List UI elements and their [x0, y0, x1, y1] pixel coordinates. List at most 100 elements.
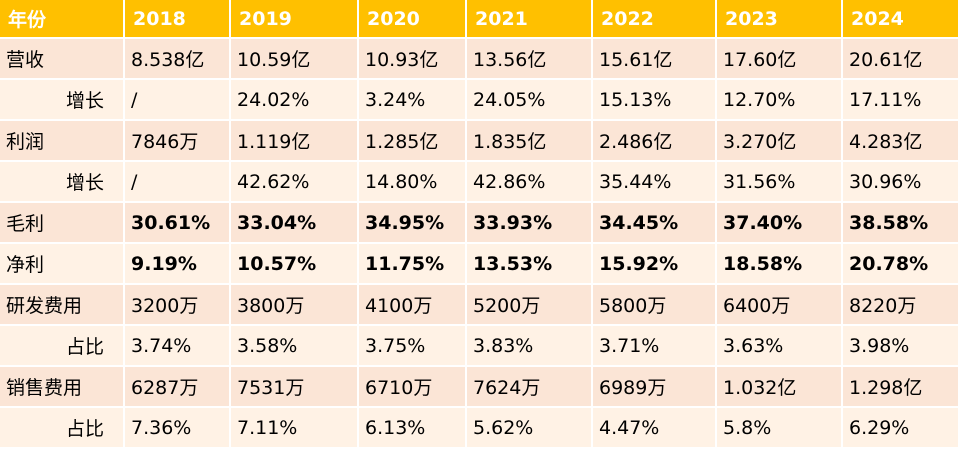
table-cell: 15.13%: [592, 79, 717, 120]
table-cell: 24.02%: [230, 79, 359, 120]
table-cell: 1.835亿: [466, 120, 593, 161]
table-cell: 12.70%: [716, 79, 843, 120]
table-cell: 13.56亿: [466, 38, 593, 79]
table-cell: 6400万: [716, 284, 843, 325]
row-label: 毛利: [0, 202, 125, 243]
table-row: 利润 7846万 1.119亿 1.285亿 1.835亿 2.486亿 3.270亿 4.2…: [0, 120, 959, 161]
header-row: 年份 2018 2019 2020 2021 2022 2023 2024: [0, 0, 959, 38]
table-cell: 24.05%: [466, 79, 593, 120]
row-label: 净利: [0, 243, 125, 284]
table-cell: 3.74%: [124, 325, 231, 366]
table-cell: 42.62%: [230, 161, 359, 202]
year-header: 2020: [358, 0, 467, 38]
table-cell: 3.83%: [466, 325, 593, 366]
table-cell: 5.62%: [466, 407, 593, 448]
table-cell: 6710万: [358, 366, 467, 407]
table-cell: 6287万: [124, 366, 231, 407]
table-cell: 33.04%: [230, 202, 359, 243]
table-cell: 10.57%: [230, 243, 359, 284]
year-header: 2018: [124, 0, 231, 38]
table-cell: 17.60亿: [716, 38, 843, 79]
year-header: 2021: [466, 0, 593, 38]
table-cell: 6.29%: [842, 407, 959, 448]
table-cell: 3.71%: [592, 325, 717, 366]
header-corner: 年份: [0, 0, 125, 38]
table-cell: 5800万: [592, 284, 717, 325]
table-row: 增长/42.62% 14.80% 42.86% 35.44% 31.56% 30.96%: [0, 161, 959, 202]
table-cell: /: [124, 79, 231, 120]
table-row: 毛利 30.61% 33.04% 34.95% 33.93% 34.45% 37.40% 38…: [0, 202, 959, 243]
table-cell: 42.86%: [466, 161, 593, 202]
table-row: 占比 3.74% 3.58% 3.75% 3.83% 3.71% 3.63% 3.98%: [0, 325, 959, 366]
table-cell: 1.298亿: [842, 366, 959, 407]
year-header: 2019: [230, 0, 359, 38]
table-cell: 6.13%: [358, 407, 467, 448]
table-cell: 15.61亿: [592, 38, 717, 79]
table-cell: 3.58%: [230, 325, 359, 366]
table-cell: 3.270亿: [716, 120, 843, 161]
row-label: 增长: [0, 161, 125, 202]
table-cell: 7.11%: [230, 407, 359, 448]
year-header: 2024: [842, 0, 959, 38]
table-cell: 1.032亿: [716, 366, 843, 407]
table-cell: 5.8%: [716, 407, 843, 448]
year-header: 2022: [592, 0, 717, 38]
table-cell: 3.98%: [842, 325, 959, 366]
table-cell: 20.78%: [842, 243, 959, 284]
table-cell: 3800万: [230, 284, 359, 325]
table-cell: 38.58%: [842, 202, 959, 243]
table-cell: 5200万: [466, 284, 593, 325]
table-cell: 7624万: [466, 366, 593, 407]
table-cell: 4.47%: [592, 407, 717, 448]
row-label: 研发费用: [0, 284, 125, 325]
table-cell: 8220万: [842, 284, 959, 325]
table-cell: 4100万: [358, 284, 467, 325]
table-cell: 6989万: [592, 366, 717, 407]
row-label: 占比: [0, 407, 125, 448]
table-cell: 3200万: [124, 284, 231, 325]
table-row: 净利 9.19% 10.57% 11.75% 13.53% 15.92% 18.58% 20.…: [0, 243, 959, 284]
table-cell: 13.53%: [466, 243, 593, 284]
table-cell: 33.93%: [466, 202, 593, 243]
row-label: 营收: [0, 38, 125, 79]
year-header: 2023: [716, 0, 843, 38]
table-cell: 3.75%: [358, 325, 467, 366]
table-cell: 14.80%: [358, 161, 467, 202]
table-cell: 3.24%: [358, 79, 467, 120]
table-row: 占比 7.36% 7.11% 6.13% 5.62% 4.47% 5.8% 6.29%: [0, 407, 959, 448]
table-row: 营收 8.538亿 10.59亿 10.93亿 13.56亿 15.61亿 17.60亿 20…: [0, 38, 959, 79]
table-cell: 8.538亿: [124, 38, 231, 79]
table-cell: 1.285亿: [358, 120, 467, 161]
table-cell: 7.36%: [124, 407, 231, 448]
table-cell: 1.119亿: [230, 120, 359, 161]
table-row: 研发费用 3200万 3800万 4100万 5200万 5800万 6400万 8220万: [0, 284, 959, 325]
table-cell: 37.40%: [716, 202, 843, 243]
table-cell: 18.58%: [716, 243, 843, 284]
table-cell: 17.11%: [842, 79, 959, 120]
table-body: 营收 8.538亿 10.59亿 10.93亿 13.56亿 15.61亿 17.60亿 20…: [0, 38, 959, 448]
table-row: 增长/24.02% 3.24% 24.05% 15.13% 12.70% 17.11%: [0, 79, 959, 120]
table-cell: 10.93亿: [358, 38, 467, 79]
row-label: 利润: [0, 120, 125, 161]
table-cell: 35.44%: [592, 161, 717, 202]
table-cell: 30.61%: [124, 202, 231, 243]
table-row: 销售费用 6287万 7531万 6710万 7624万 6989万 1.032亿 1.298…: [0, 366, 959, 407]
table-cell: 9.19%: [124, 243, 231, 284]
table-cell: 11.75%: [358, 243, 467, 284]
row-label: 增长: [0, 79, 125, 120]
table-cell: 20.61亿: [842, 38, 959, 79]
row-label: 销售费用: [0, 366, 125, 407]
table-cell: 34.95%: [358, 202, 467, 243]
table-cell: 7846万: [124, 120, 231, 161]
table-cell: /: [124, 161, 231, 202]
table-cell: 30.96%: [842, 161, 959, 202]
row-label: 占比: [0, 325, 125, 366]
table-cell: 3.63%: [716, 325, 843, 366]
table-cell: 2.486亿: [592, 120, 717, 161]
table-cell: 34.45%: [592, 202, 717, 243]
table-cell: 4.283亿: [842, 120, 959, 161]
table-cell: 31.56%: [716, 161, 843, 202]
table-cell: 7531万: [230, 366, 359, 407]
table-cell: 10.59亿: [230, 38, 359, 79]
